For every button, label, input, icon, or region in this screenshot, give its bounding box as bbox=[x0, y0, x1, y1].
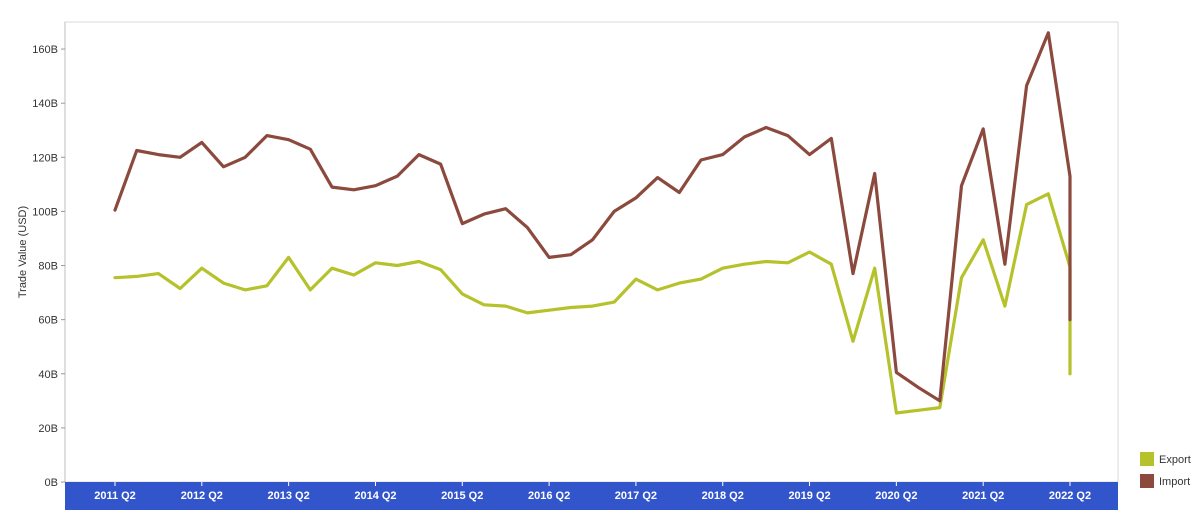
series-line-export bbox=[113, 192, 1072, 415]
legend-label-import: Import bbox=[1159, 476, 1190, 488]
y-axis-label: Trade Value (USD) bbox=[17, 206, 29, 298]
series-line-import bbox=[113, 31, 1072, 403]
legend-swatch-import bbox=[1140, 474, 1154, 488]
y-tick-label: 80B bbox=[38, 261, 58, 273]
x-tick-label: 2020 Q2 bbox=[875, 490, 917, 502]
x-axis-band bbox=[65, 482, 1118, 510]
x-tick-label: 2012 Q2 bbox=[181, 490, 223, 502]
y-tick-label: 0B bbox=[45, 477, 58, 489]
x-tick-label: 2021 Q2 bbox=[962, 490, 1004, 502]
x-tick-label: 2016 Q2 bbox=[528, 490, 570, 502]
legend-swatch-export bbox=[1140, 452, 1154, 466]
y-tick-label: 60B bbox=[38, 315, 58, 327]
y-tick-label: 20B bbox=[38, 423, 58, 435]
legend: Export Import bbox=[1140, 452, 1191, 488]
x-tick-label: 2019 Q2 bbox=[788, 490, 830, 502]
y-tick-label: 140B bbox=[32, 98, 58, 110]
x-tick-label: 2015 Q2 bbox=[441, 490, 483, 502]
x-tick-label: 2014 Q2 bbox=[354, 490, 396, 502]
x-tick-label: 2017 Q2 bbox=[615, 490, 657, 502]
x-tick-label: 2018 Q2 bbox=[702, 490, 744, 502]
y-axis-ticks: 0B 20B 40B 60B 80B 100B 120B 140B 160B bbox=[32, 44, 65, 489]
y-tick-label: 40B bbox=[38, 369, 58, 381]
y-tick-label: 100B bbox=[32, 206, 58, 218]
x-axis-ticks: 2011 Q2 2012 Q2 2013 Q2 2014 Q2 2015 Q2 2016 … bbox=[94, 482, 1091, 502]
x-tick-label: 2013 Q2 bbox=[268, 490, 310, 502]
series-layer bbox=[113, 31, 1072, 415]
legend-label-export: Export bbox=[1159, 454, 1191, 466]
x-tick-label: 2011 Q2 bbox=[94, 490, 136, 502]
y-tick-label: 120B bbox=[32, 152, 58, 164]
plot-area bbox=[64, 21, 1119, 483]
y-tick-label: 160B bbox=[32, 44, 58, 56]
x-tick-label: 2022 Q2 bbox=[1049, 490, 1091, 502]
